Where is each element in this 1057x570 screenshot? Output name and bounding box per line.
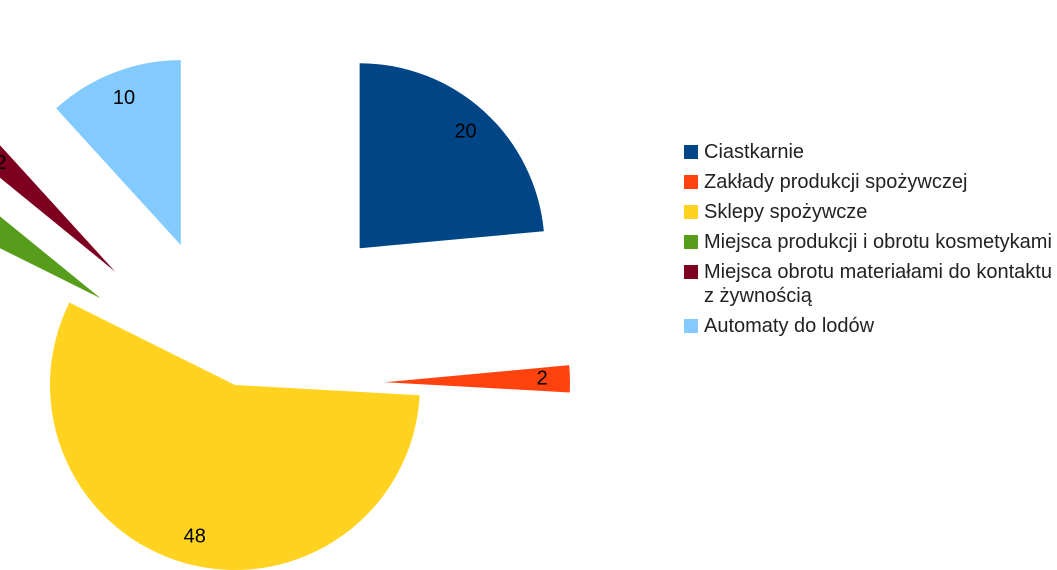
legend-swatch <box>684 145 698 159</box>
data-label: 2 <box>0 152 6 174</box>
pie-slice <box>384 365 570 393</box>
legend-item: Automaty do lodów <box>684 314 1054 338</box>
legend-swatch <box>684 175 698 189</box>
pie-slice <box>0 216 101 299</box>
pie-slice <box>359 63 544 249</box>
data-label: 48 <box>184 525 206 547</box>
legend-item: Miejsca obrotu materiałami do kontaktu z… <box>684 260 1054 308</box>
legend-swatch <box>684 265 698 279</box>
legend-item: Ciastkarnie <box>684 140 1054 164</box>
pie-slice <box>50 302 420 570</box>
data-label: 2 <box>537 368 548 390</box>
pie-slice <box>0 145 116 272</box>
legend-label: Miejsca produkcji i obrotu kosmetykami <box>704 231 1052 253</box>
legend-label: Miejsca obrotu materiałami do kontaktu z… <box>704 261 1052 307</box>
legend-swatch <box>684 205 698 219</box>
legend-swatch <box>684 235 698 249</box>
legend-label: Ciastkarnie <box>704 141 805 163</box>
legend-item: Sklepy spożywcze <box>684 200 1054 224</box>
legend-item: Miejsca produkcji i obrotu kosmetykami <box>684 230 1054 254</box>
legend: Ciastkarnie Zakłady produkcji spożywczej S… <box>684 140 1054 344</box>
legend-item: Zakłady produkcji spożywczej <box>684 170 1054 194</box>
legend-swatch <box>684 319 698 333</box>
legend-label: Zakłady produkcji spożywczej <box>704 171 968 193</box>
data-label: 10 <box>113 87 135 109</box>
pie-area: 202483210 <box>0 60 570 570</box>
legend-label: Automaty do lodów <box>704 315 875 337</box>
legend-label: Sklepy spożywcze <box>704 201 868 223</box>
data-label: 20 <box>454 120 476 142</box>
pie-slice <box>56 60 181 246</box>
